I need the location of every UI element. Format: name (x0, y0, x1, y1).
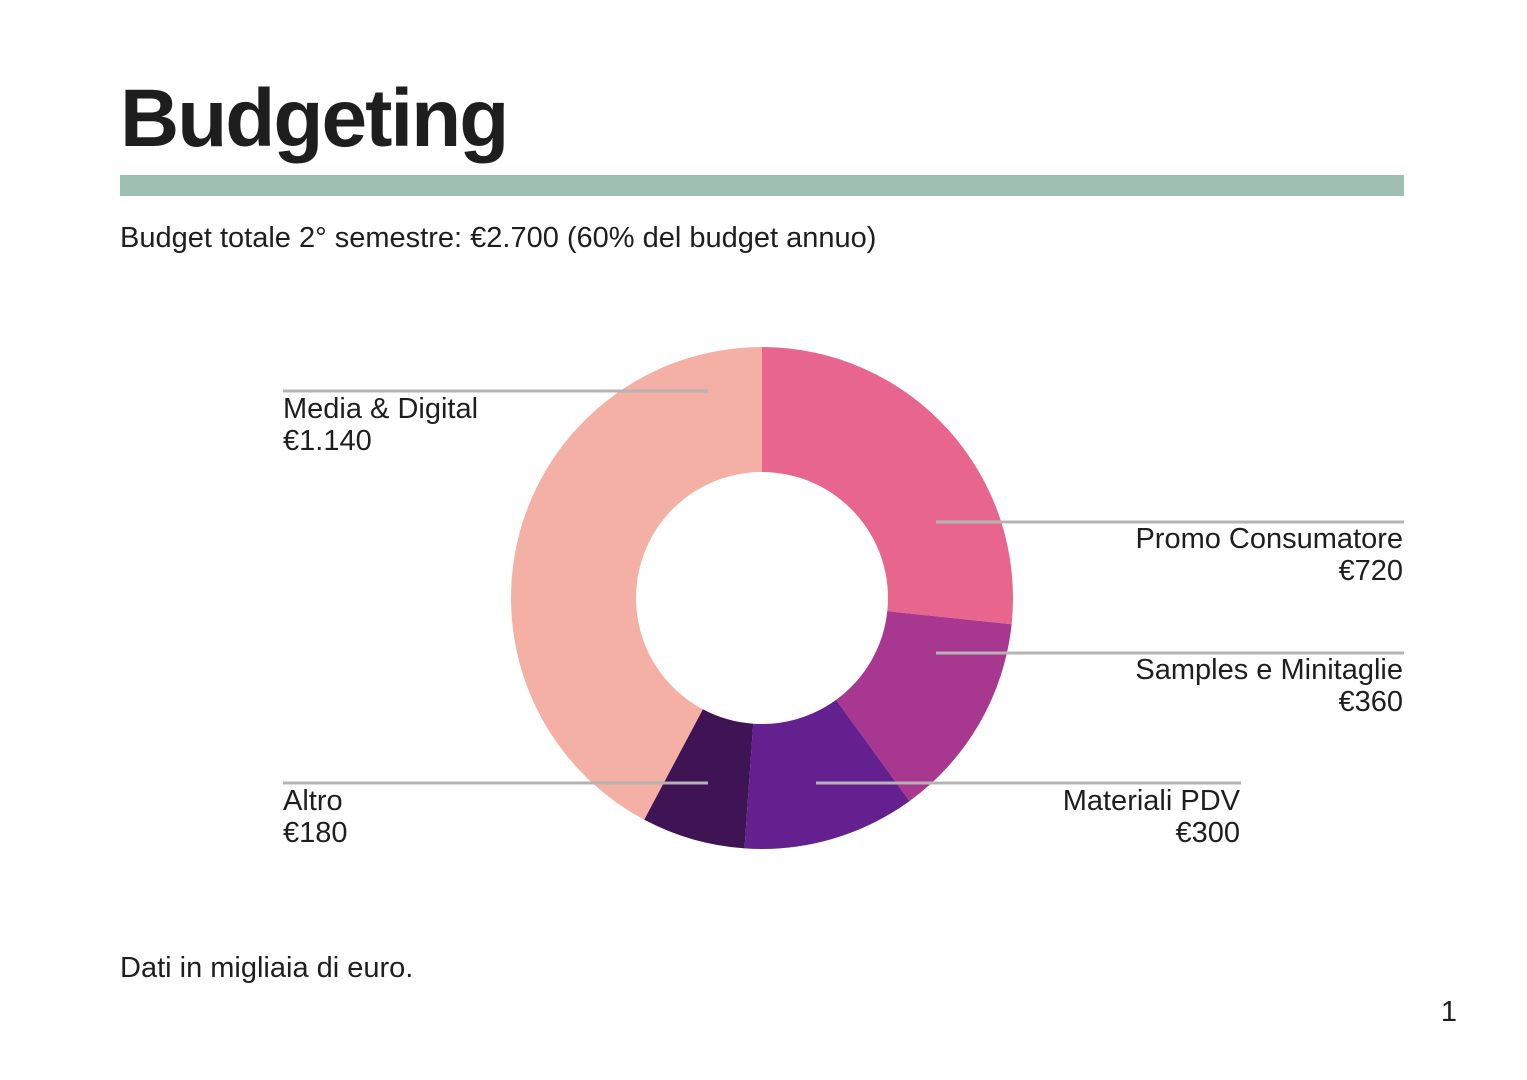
label-name-promo-consumatore: Promo Consumatore (1135, 523, 1403, 555)
label-value-altro: €180 (283, 817, 348, 849)
page-number: 1 (1440, 996, 1457, 1028)
slice-promo-consumatore (762, 347, 1013, 625)
page-title: Budgeting (120, 73, 509, 164)
label-name-media-and-digital: Media & Digital (283, 393, 478, 425)
label-name-materiali-pdv: Materiali PDV (1063, 785, 1241, 817)
label-value-promo-consumatore: €720 (1338, 555, 1403, 587)
slice-samples-e-minitaglie (836, 611, 1012, 802)
label-name-altro: Altro (283, 785, 343, 817)
footnote: Dati in migliaia di euro. (120, 952, 414, 984)
slice-media-and-digital (511, 347, 762, 820)
label-value-samples-e-minitaglie: €360 (1338, 686, 1403, 718)
label-name-samples-e-minitaglie: Samples e Minitaglie (1135, 654, 1403, 686)
label-value-materiali-pdv: €300 (1175, 817, 1240, 849)
subtitle: Budget totale 2° semestre: €2.700 (60% d… (120, 222, 877, 254)
label-value-media-and-digital: €1.140 (283, 425, 372, 457)
slice-materiali-pdv (744, 699, 910, 849)
title-underline (120, 175, 1404, 196)
slice-altro (644, 709, 754, 849)
